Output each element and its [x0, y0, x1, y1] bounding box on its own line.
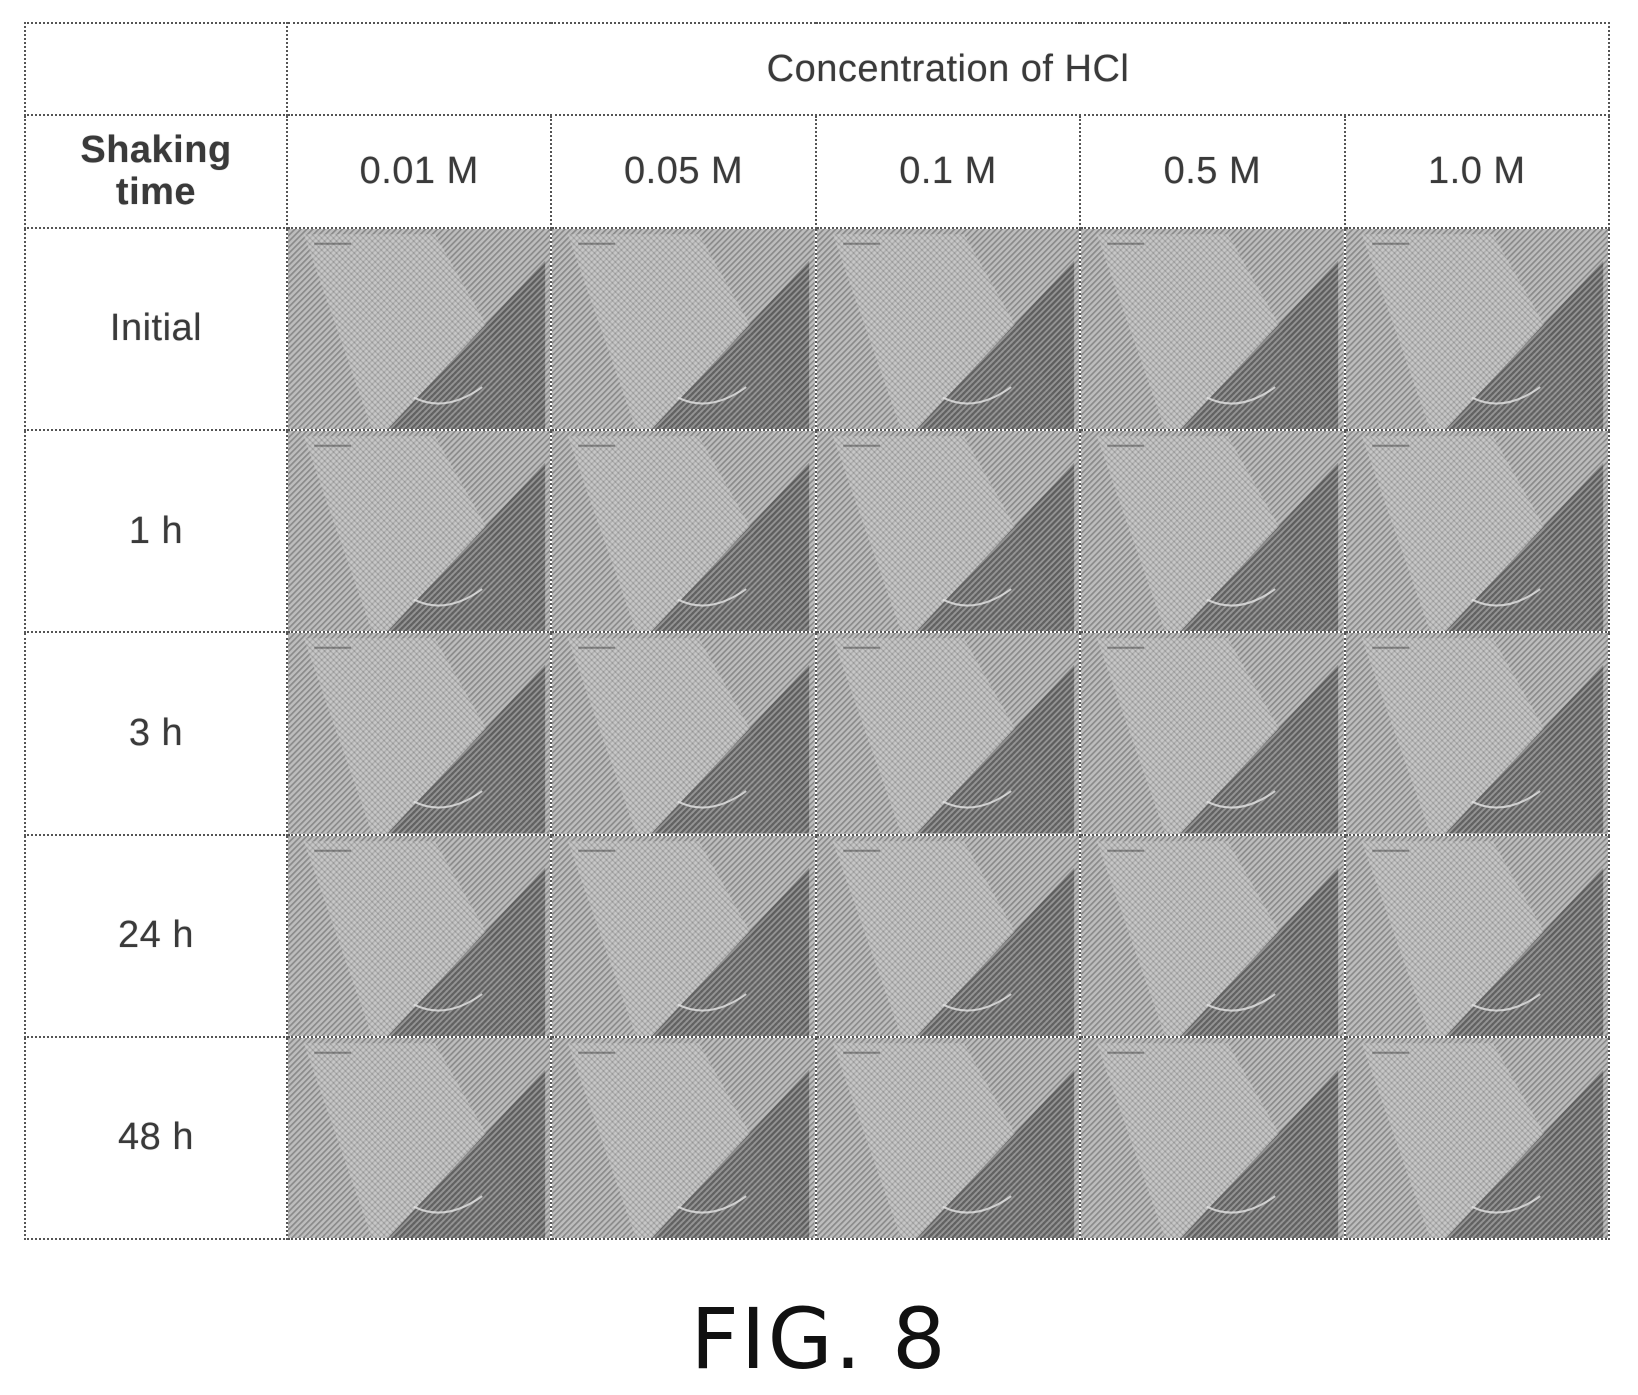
- tube-photo-graphic: [553, 432, 814, 631]
- row-label-cell: 1 h: [24, 429, 288, 634]
- row-label: 3 h: [128, 711, 184, 754]
- sample-photo: [285, 226, 553, 432]
- tube-photo-graphic: [1082, 836, 1343, 1035]
- group-header-label: Concentration of HCl: [766, 47, 1130, 90]
- row-label-cell: 48 h: [24, 1035, 288, 1241]
- sample-photo: [1343, 429, 1611, 634]
- table-row: 3 h: [24, 631, 1611, 836]
- tube-photo-graphic: [289, 634, 550, 833]
- sample-photo: [1343, 226, 1611, 432]
- row-label: Initial: [109, 307, 203, 350]
- concentration-label: 0.05 M: [624, 150, 744, 193]
- tube-photo-graphic: [817, 634, 1079, 833]
- tube-photo-graphic: [1082, 1038, 1343, 1237]
- tube-photo-graphic: [1346, 229, 1607, 429]
- tube-photo-graphic: [817, 229, 1079, 429]
- sample-photo: [550, 1035, 817, 1241]
- tube-photo-graphic: [1082, 229, 1343, 429]
- concentration-label: 1.0 M: [1428, 150, 1526, 193]
- concentration-label: 0.01 M: [359, 150, 479, 193]
- sample-photo: [285, 631, 553, 836]
- row-label: 1 h: [128, 509, 184, 552]
- tube-photo-graphic: [1082, 432, 1343, 631]
- group-header-cell: Concentration of HCl: [286, 21, 1610, 117]
- sample-photo: [1343, 631, 1611, 836]
- tube-photo-graphic: [289, 432, 550, 631]
- sample-photo: [814, 226, 1082, 432]
- concentration-header: 0.1 M: [814, 114, 1082, 229]
- concentration-header: 1.0 M: [1343, 114, 1611, 229]
- row-label-cell: 3 h: [24, 631, 288, 836]
- concentration-label: 0.5 M: [1163, 150, 1262, 193]
- tube-photo-graphic: [553, 634, 814, 833]
- tube-photo-graphic: [1346, 836, 1607, 1035]
- header-row-concentrations: Shaking time 0.01 M 0.05 M 0.1 M 0.5 M 1…: [24, 114, 1611, 229]
- tube-photo-graphic: [553, 229, 814, 429]
- sample-photo: [1079, 1035, 1346, 1241]
- tube-photo-graphic: [817, 432, 1079, 631]
- sample-photo: [550, 631, 817, 836]
- sample-photo: [1343, 1035, 1611, 1241]
- tube-photo-graphic: [553, 836, 814, 1035]
- corner-cell: Shaking time: [24, 114, 288, 229]
- corner-label-line2: time: [115, 170, 197, 213]
- corner-label-line1: Shaking: [80, 128, 232, 171]
- row-label: 24 h: [118, 914, 194, 957]
- tube-photo-graphic: [553, 1038, 814, 1237]
- sample-photo: [814, 429, 1082, 634]
- table-row: 24 h: [24, 833, 1611, 1038]
- sample-photo: [550, 226, 817, 432]
- sample-photo: [1343, 833, 1611, 1038]
- row-label-cell: 24 h: [24, 833, 288, 1038]
- sample-photo: [1079, 631, 1346, 836]
- figure-caption: FIG. 8: [690, 1290, 948, 1388]
- tube-photo-graphic: [1082, 634, 1343, 833]
- sample-photo: [814, 1035, 1082, 1241]
- sample-photo: [285, 429, 553, 634]
- tube-photo-graphic: [1346, 634, 1607, 833]
- tube-photo-graphic: [289, 836, 550, 1035]
- concentration-label: 0.1 M: [899, 150, 997, 193]
- table-row: 48 h: [24, 1035, 1611, 1241]
- header-row-group: Concentration of HCl: [24, 21, 1610, 117]
- tube-photo-graphic: [817, 1038, 1079, 1237]
- sample-photo: [285, 1035, 553, 1241]
- sample-photo: [285, 833, 553, 1038]
- sample-photo: [814, 631, 1082, 836]
- corner-cell-empty: [24, 21, 288, 117]
- concentration-header: 0.05 M: [550, 114, 817, 229]
- sample-photo: [1079, 833, 1346, 1038]
- tube-photo-graphic: [1346, 432, 1607, 631]
- results-table: Concentration of HCl Shaking time 0.01 M…: [24, 21, 1611, 1241]
- sample-photo: [1079, 429, 1346, 634]
- tube-photo-graphic: [817, 836, 1079, 1035]
- table-row: 1 h: [24, 429, 1611, 634]
- sample-photo: [550, 429, 817, 634]
- sample-photo: [550, 833, 817, 1038]
- sample-photo: [1079, 226, 1346, 432]
- tube-photo-graphic: [289, 229, 550, 429]
- concentration-header: 0.5 M: [1079, 114, 1346, 229]
- tube-photo-graphic: [289, 1038, 550, 1237]
- table-row: Initial: [24, 226, 1611, 432]
- sample-photo: [814, 833, 1082, 1038]
- concentration-header: 0.01 M: [285, 114, 553, 229]
- tube-photo-graphic: [1346, 1038, 1607, 1237]
- row-label: 48 h: [118, 1116, 194, 1159]
- row-label-cell: Initial: [24, 226, 288, 432]
